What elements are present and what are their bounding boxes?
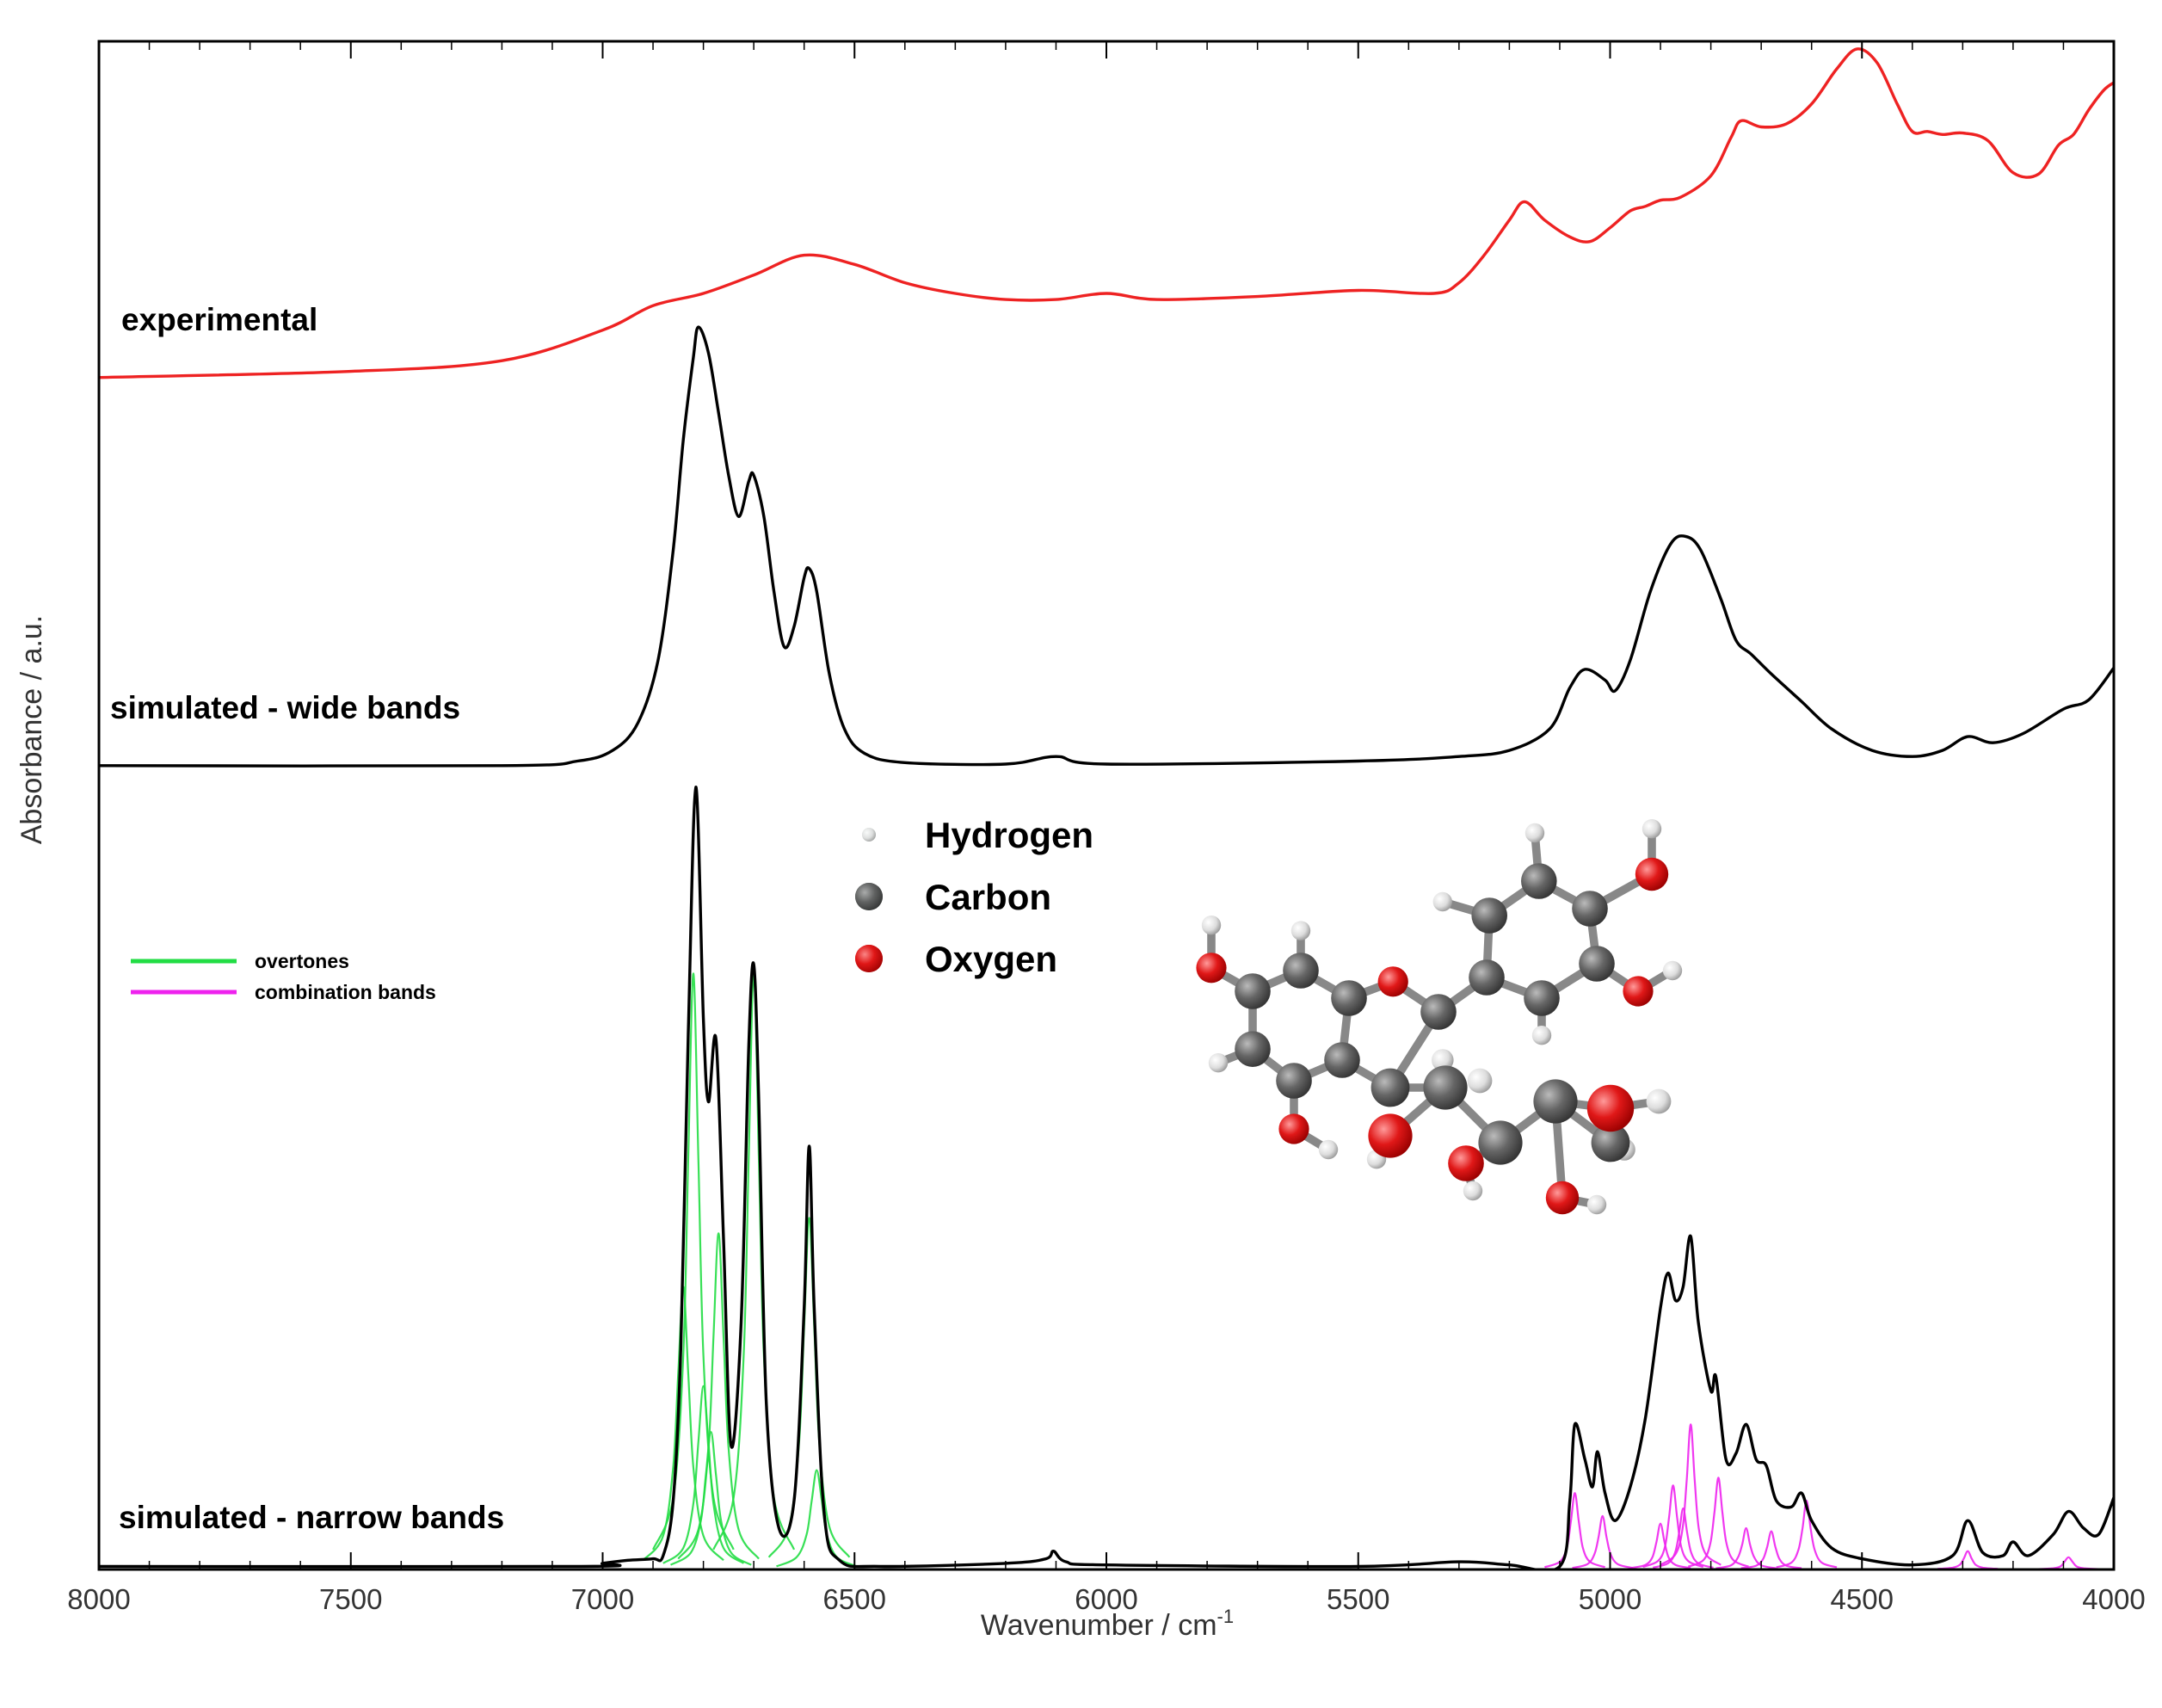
curve-label: simulated - narrow bands	[119, 1500, 504, 1535]
band-component	[677, 1232, 760, 1560]
atom-swatch-shade	[855, 883, 883, 910]
molecule-illustration	[1196, 819, 1683, 1215]
band-component	[1544, 1492, 1605, 1569]
plot-frame	[97, 40, 2116, 1571]
band-component	[1629, 1522, 1691, 1569]
x-tick-label: 5500	[1327, 1583, 1389, 1615]
band-component	[767, 1217, 851, 1558]
band-component	[1937, 1550, 1999, 1569]
band-component	[1740, 1530, 1802, 1569]
band-component	[669, 1431, 752, 1566]
x-tick-label: 4500	[1831, 1583, 1894, 1615]
atom-label: Hydrogen	[925, 815, 1093, 855]
legend-label: combination bands	[255, 981, 436, 1003]
x-tick-label: 7500	[319, 1583, 382, 1615]
x-tick-label: 8000	[67, 1583, 130, 1615]
band-component	[662, 1384, 745, 1564]
band-component	[1660, 1423, 1722, 1566]
atom-swatch-shade	[862, 828, 876, 842]
spectrum-line	[99, 47, 2114, 379]
x-tick-label: 6000	[1075, 1583, 1137, 1615]
curve-label: experimental	[121, 302, 317, 337]
curve-label: simulated - wide bands	[110, 690, 460, 725]
atom-label: Oxygen	[925, 939, 1057, 979]
x-axis-title-superscript: -1	[1217, 1606, 1235, 1627]
spectrum-line	[99, 785, 2114, 1569]
legend-label: overtones	[255, 950, 349, 972]
y-axis-title: Absorbance / a.u.	[15, 615, 48, 845]
band-component	[642, 1286, 724, 1562]
x-tick-label: 5000	[1579, 1583, 1642, 1615]
atom-label: Carbon	[925, 877, 1051, 917]
band-component	[776, 1469, 858, 1568]
plot-area	[99, 47, 2114, 1569]
x-tick-label: 4000	[2082, 1583, 2145, 1615]
band-component	[1642, 1484, 1704, 1569]
x-tick-label: 6500	[823, 1583, 886, 1615]
band-component	[1572, 1514, 1634, 1569]
spectrum-line	[99, 325, 2114, 768]
x-tick-label: 7000	[571, 1583, 634, 1615]
x-axis-title: Wavenumber / cm-1	[981, 1606, 1234, 1642]
band-component	[2038, 1556, 2099, 1569]
band-component	[1687, 1477, 1749, 1568]
x-axis-title-text: Wavenumber / cm	[981, 1609, 1217, 1642]
band-component	[1652, 1507, 1714, 1569]
band-component	[1776, 1499, 1838, 1569]
atom-swatch-shade	[855, 945, 883, 972]
